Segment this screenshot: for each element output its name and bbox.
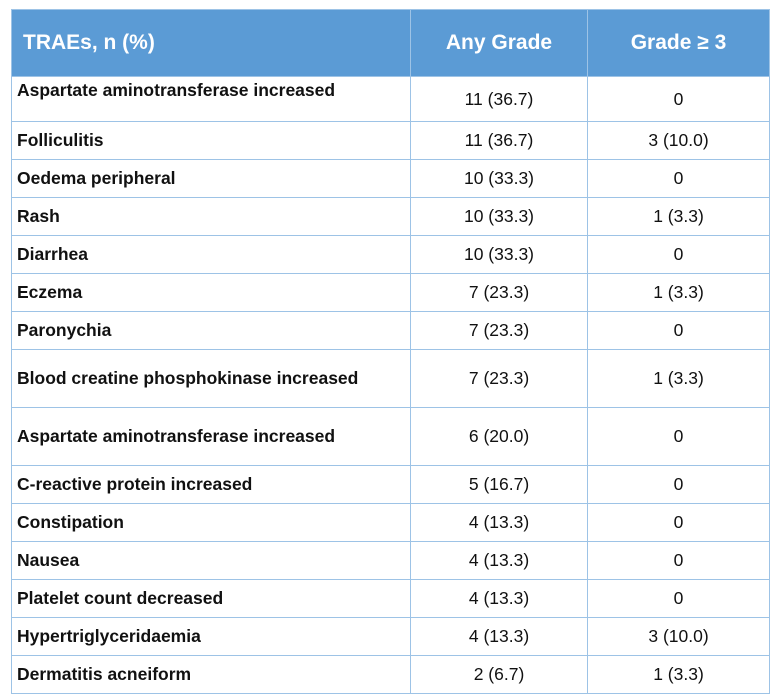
trae-table: TRAEs, n (%) Any Grade Grade ≥ 3 Asparta… [11, 9, 770, 694]
row-event: Paronychia [11, 311, 411, 350]
header-traes: TRAEs, n (%) [11, 9, 411, 77]
table-row: Blood creatine phosphokinase increased 7 … [11, 349, 770, 408]
header-row: TRAEs, n (%) Any Grade Grade ≥ 3 [11, 9, 770, 77]
row-any-grade: 6 (20.0) [410, 407, 588, 466]
table-row: C-reactive protein increased 5 (16.7) 0 [11, 465, 770, 504]
row-event: Aspartate aminotransferase increased [11, 76, 411, 122]
row-event: Constipation [11, 503, 411, 542]
row-event: Nausea [11, 541, 411, 580]
row-any-grade: 10 (33.3) [410, 197, 588, 236]
row-grade-3-plus: 0 [587, 76, 770, 122]
row-grade-3-plus: 1 (3.3) [587, 197, 770, 236]
header-any-grade: Any Grade [410, 9, 588, 77]
table-row: Oedema peripheral 10 (33.3) 0 [11, 159, 770, 198]
row-grade-3-plus: 0 [587, 311, 770, 350]
table-row: Nausea 4 (13.3) 0 [11, 541, 770, 580]
row-any-grade: 11 (36.7) [410, 121, 588, 160]
row-grade-3-plus: 0 [587, 465, 770, 504]
row-event: C-reactive protein increased [11, 465, 411, 504]
row-event: Hypertriglyceridaemia [11, 617, 411, 656]
row-any-grade: 7 (23.3) [410, 311, 588, 350]
row-any-grade: 4 (13.3) [410, 541, 588, 580]
table-row: Paronychia 7 (23.3) 0 [11, 311, 770, 350]
table-row: Dermatitis acneiform 2 (6.7) 1 (3.3) [11, 655, 770, 694]
row-event: Eczema [11, 273, 411, 312]
row-any-grade: 4 (13.3) [410, 617, 588, 656]
table-row: Eczema 7 (23.3) 1 (3.3) [11, 273, 770, 312]
row-event: Rash [11, 197, 411, 236]
table-row: Folliculitis 11 (36.7) 3 (10.0) [11, 121, 770, 160]
row-any-grade: 2 (6.7) [410, 655, 588, 694]
row-grade-3-plus: 0 [587, 235, 770, 274]
row-grade-3-plus: 1 (3.3) [587, 273, 770, 312]
row-grade-3-plus: 1 (3.3) [587, 349, 770, 408]
row-grade-3-plus: 0 [587, 579, 770, 618]
table-row: Hypertriglyceridaemia 4 (13.3) 3 (10.0) [11, 617, 770, 656]
row-grade-3-plus: 0 [587, 407, 770, 466]
row-event: Aspartate aminotransferase increased [11, 407, 411, 466]
table-row: Aspartate aminotransferase increased 11 (… [11, 76, 770, 122]
row-grade-3-plus: 0 [587, 159, 770, 198]
row-any-grade: 4 (13.3) [410, 579, 588, 618]
table-body: Aspartate aminotransferase increased 11 (… [11, 76, 770, 694]
row-grade-3-plus: 0 [587, 503, 770, 542]
row-grade-3-plus: 0 [587, 541, 770, 580]
table-row: Constipation 4 (13.3) 0 [11, 503, 770, 542]
row-any-grade: 11 (36.7) [410, 76, 588, 122]
row-event: Dermatitis acneiform [11, 655, 411, 694]
row-grade-3-plus: 3 (10.0) [587, 617, 770, 656]
row-event: Platelet count decreased [11, 579, 411, 618]
row-event: Folliculitis [11, 121, 411, 160]
row-any-grade: 7 (23.3) [410, 273, 588, 312]
table-row: Aspartate aminotransferase increased 6 (2… [11, 407, 770, 466]
header-grade-3-plus: Grade ≥ 3 [587, 9, 770, 77]
row-event: Oedema peripheral [11, 159, 411, 198]
table-header: TRAEs, n (%) Any Grade Grade ≥ 3 [11, 9, 770, 77]
row-any-grade: 10 (33.3) [410, 159, 588, 198]
row-any-grade: 7 (23.3) [410, 349, 588, 408]
row-any-grade: 4 (13.3) [410, 503, 588, 542]
row-event: Diarrhea [11, 235, 411, 274]
row-grade-3-plus: 1 (3.3) [587, 655, 770, 694]
row-event: Blood creatine phosphokinase increased [11, 349, 411, 408]
row-any-grade: 5 (16.7) [410, 465, 588, 504]
table-row: Diarrhea 10 (33.3) 0 [11, 235, 770, 274]
table-row: Platelet count decreased 4 (13.3) 0 [11, 579, 770, 618]
row-grade-3-plus: 3 (10.0) [587, 121, 770, 160]
row-any-grade: 10 (33.3) [410, 235, 588, 274]
table-row: Rash 10 (33.3) 1 (3.3) [11, 197, 770, 236]
